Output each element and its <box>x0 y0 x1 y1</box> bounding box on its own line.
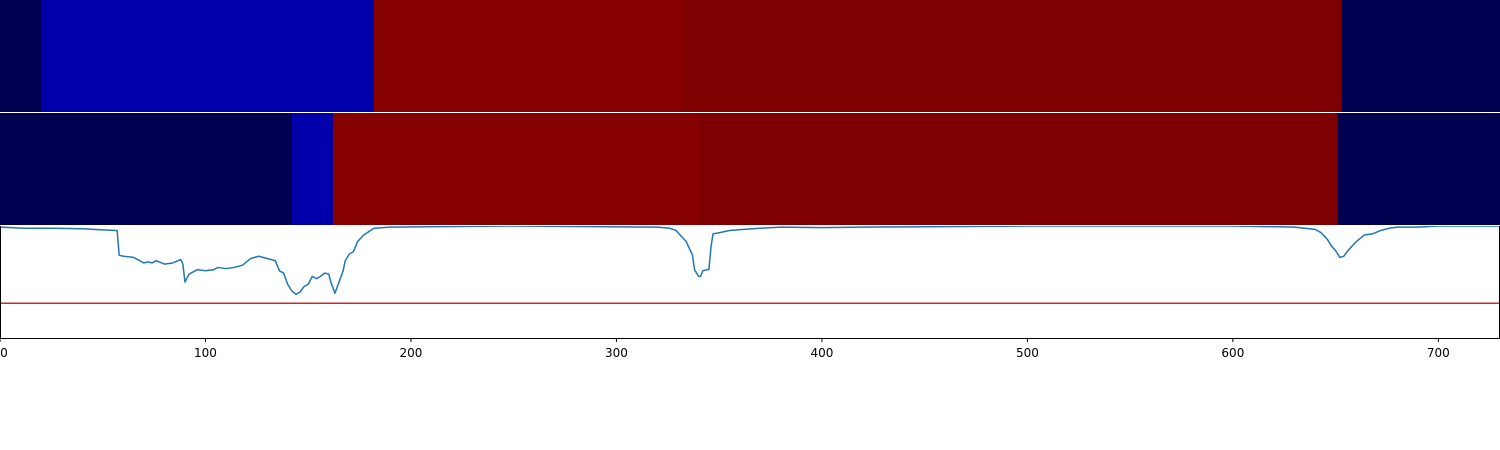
track-2-segment-2 <box>291 113 334 225</box>
track-2-segment-1 <box>0 113 293 225</box>
track-2-segment-4 <box>698 113 1339 225</box>
series-line <box>0 225 1500 296</box>
x-tick-label-400: 400 <box>810 346 833 360</box>
x-tick-label-100: 100 <box>194 346 217 360</box>
track-1-segment-2 <box>41 0 375 112</box>
track-1-segment-1 <box>0 0 42 112</box>
panel-separators <box>0 112 1500 226</box>
track-2-segment-5 <box>1337 113 1500 225</box>
x-tick-label-500: 500 <box>1016 346 1039 360</box>
line-panel-background <box>0 226 1500 338</box>
x-tick-label-200: 200 <box>400 346 423 360</box>
track-1-segment-5 <box>1341 0 1500 112</box>
x-tick-label-600: 600 <box>1221 346 1244 360</box>
x-tick-label-0: 0 <box>0 346 8 360</box>
track-2-segment-3 <box>332 113 700 225</box>
segment-track-2 <box>0 113 1500 225</box>
x-tick-label-300: 300 <box>605 346 628 360</box>
x-axis: 0 100 200 300 400 500 600 700 <box>0 338 1450 360</box>
line-panel <box>0 225 1500 338</box>
segment-track-1 <box>0 0 1500 112</box>
track-1-segment-4 <box>682 0 1343 112</box>
track-1-segment-3 <box>373 0 683 112</box>
x-tick-label-700: 700 <box>1427 346 1450 360</box>
